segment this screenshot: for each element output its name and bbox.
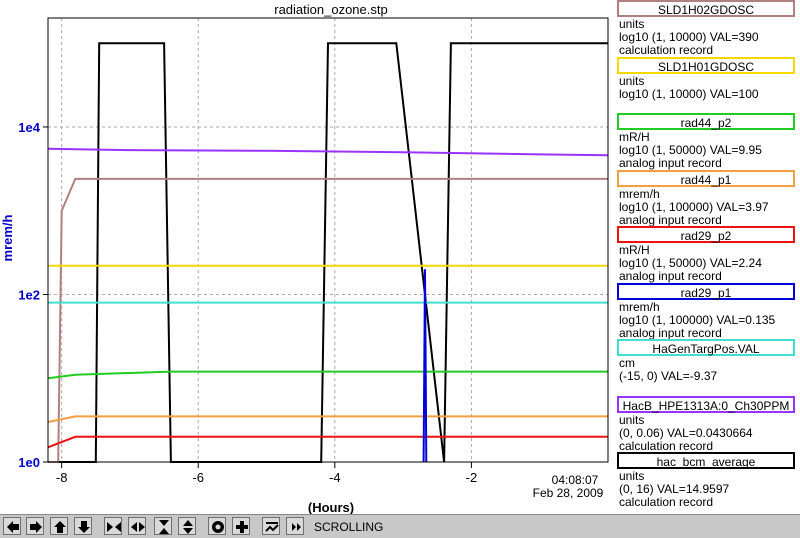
zoom-in-x-button[interactable]: [104, 517, 122, 535]
arrow-up-icon: [54, 521, 66, 533]
legend-range: log10 (1, 100000) VAL=3.97: [619, 200, 769, 214]
legend-record-type: calculation record: [619, 495, 714, 509]
zoom-out-y-button[interactable]: [178, 517, 196, 535]
autoscale-icon: [265, 522, 279, 532]
legend-record-type: analog input record: [619, 269, 722, 283]
x-tick-label: -6: [192, 470, 204, 485]
legend-units: units: [619, 17, 645, 31]
add-button[interactable]: [232, 517, 250, 535]
series-line-HacB_HPE1313A:0_Ch30PPM: [47, 147, 609, 157]
legend-record-type: calculation record: [619, 43, 714, 57]
legend-series-name[interactable]: rad29_p2: [617, 226, 795, 243]
series-line-hac_bcm_average: [48, 42, 608, 463]
series-line-rad44_p2: [47, 370, 608, 380]
plot-frame: [47, 17, 609, 463]
legend-range: (0, 0.06) VAL=0.0430664: [619, 426, 753, 440]
legend-units: units: [619, 74, 645, 88]
legend-series-name[interactable]: rad44_p2: [617, 113, 795, 130]
legend-entry[interactable]: SLD1H02GDOSC units log10 (1, 10000) VAL=39…: [613, 0, 800, 57]
legend-record-type: analog input record: [619, 213, 722, 227]
series-line-rad29_p2: [47, 435, 608, 449]
legend-entry[interactable]: hac_bcm_average units (0, 16) VAL=14.9597 c…: [613, 452, 800, 509]
legend-entry[interactable]: rad29_p1 mrem/h log10 (1, 100000) VAL=0.13…: [613, 283, 800, 340]
arrow-left-button[interactable]: [3, 517, 21, 535]
series-line-rad29_p1: [422, 269, 428, 463]
chart: radiation_ozone.stp mrem/h (Hours) 04:08…: [0, 2, 609, 514]
y-tick-label: 1e4: [18, 120, 40, 135]
x-tick-label: -4: [329, 470, 341, 485]
scroll-mode-button[interactable]: [286, 517, 304, 535]
arrow-right-button[interactable]: [26, 517, 44, 535]
series-group: [47, 42, 609, 463]
y-tick-label: 1e2: [18, 287, 40, 302]
legend-series-name[interactable]: rad44_p1: [617, 170, 795, 187]
legend-record-type: analog input record: [619, 156, 722, 170]
zoom-in-y-icon: [159, 520, 169, 534]
zoom-out-y-icon: [183, 520, 193, 534]
axes: 1e0 1e2 1e4 -8 -6 -4 -2: [18, 17, 609, 485]
zoom-in-y-button[interactable]: [154, 517, 172, 535]
x-tick-label: -2: [466, 470, 478, 485]
legend-units: mrem/h: [619, 300, 660, 314]
legend-range: log10 (1, 10000) VAL=100: [619, 87, 759, 101]
x-tick-label: -8: [56, 470, 68, 485]
legend-range: (-15, 0) VAL=-9.37: [619, 369, 718, 383]
legend-record-type: calculation record: [619, 439, 714, 453]
legend-range: log10 (1, 50000) VAL=2.24: [619, 256, 762, 270]
arrow-left-icon: [7, 521, 19, 533]
legend-units: mR/H: [619, 243, 650, 257]
legend-series-name[interactable]: HaGenTargPos.VAL: [617, 339, 795, 356]
legend-units: mR/H: [619, 130, 650, 144]
legend-range: log10 (1, 50000) VAL=9.95: [619, 143, 762, 157]
arrow-right-icon: [30, 521, 42, 533]
legend-series-name[interactable]: hac_bcm_average: [617, 452, 795, 469]
legend-series-name[interactable]: SLD1H01GDOSC: [617, 57, 795, 74]
add-icon: [236, 521, 248, 533]
legend-units: units: [619, 469, 645, 483]
legend-record-type: analog input record: [619, 326, 722, 340]
series-line-rad44_p1: [47, 415, 608, 423]
x-axis-label: (Hours): [308, 500, 354, 514]
legend-series-name[interactable]: SLD1H02GDOSC: [617, 0, 795, 17]
autoscale-button[interactable]: [262, 517, 280, 535]
legend-series-name[interactable]: rad29_p1: [617, 283, 795, 300]
legend-entry[interactable]: HaGenTargPos.VAL cm (-15, 0) VAL=-9.37: [613, 339, 800, 395]
legend-series-name[interactable]: HacB_HPE1313A:0_Ch30PPM: [617, 396, 795, 413]
legend-entry[interactable]: rad44_p2 mR/H log10 (1, 50000) VAL=9.95 ana…: [613, 113, 800, 170]
arrow-down-icon: [78, 521, 90, 533]
toolbar: SCROLLING: [0, 514, 800, 538]
scroll-mode-label: SCROLLING: [314, 520, 384, 534]
legend-units: cm: [619, 356, 635, 370]
current-time-label: 04:08:07: [552, 473, 599, 487]
series-line-SLD1H02GDOSC: [48, 177, 608, 463]
scroll-mode-icon: [292, 523, 301, 531]
chart-title: radiation_ozone.stp: [274, 2, 387, 17]
y-tick-label: 1e0: [18, 455, 40, 470]
config-button[interactable]: [208, 517, 226, 535]
zoom-in-x-icon: [107, 522, 121, 532]
zoom-out-x-icon: [131, 522, 145, 532]
legend-entry[interactable]: rad29_p2 mR/H log10 (1, 50000) VAL=2.24 ana…: [613, 226, 800, 283]
legend-entry[interactable]: SLD1H01GDOSC units log10 (1, 10000) VAL=10…: [613, 57, 800, 113]
zoom-out-x-button[interactable]: [128, 517, 146, 535]
legend-range: (0, 16) VAL=14.9597: [619, 482, 730, 496]
legend-entry[interactable]: rad44_p1 mrem/h log10 (1, 100000) VAL=3.97…: [613, 170, 800, 227]
legend-range: log10 (1, 10000) VAL=390: [619, 30, 759, 44]
config-icon: [212, 521, 224, 533]
arrow-up-button[interactable]: [50, 517, 68, 535]
arrow-down-button[interactable]: [74, 517, 92, 535]
legend-entry[interactable]: HacB_HPE1313A:0_Ch30PPM units (0, 0.06) VA…: [613, 396, 800, 453]
y-axis-label: mrem/h: [0, 214, 15, 261]
current-date-label: Feb 28, 2009: [533, 486, 604, 500]
legend-range: log10 (1, 100000) VAL=0.135: [619, 313, 776, 327]
legend-units: units: [619, 413, 645, 427]
legend-units: mrem/h: [619, 187, 660, 201]
